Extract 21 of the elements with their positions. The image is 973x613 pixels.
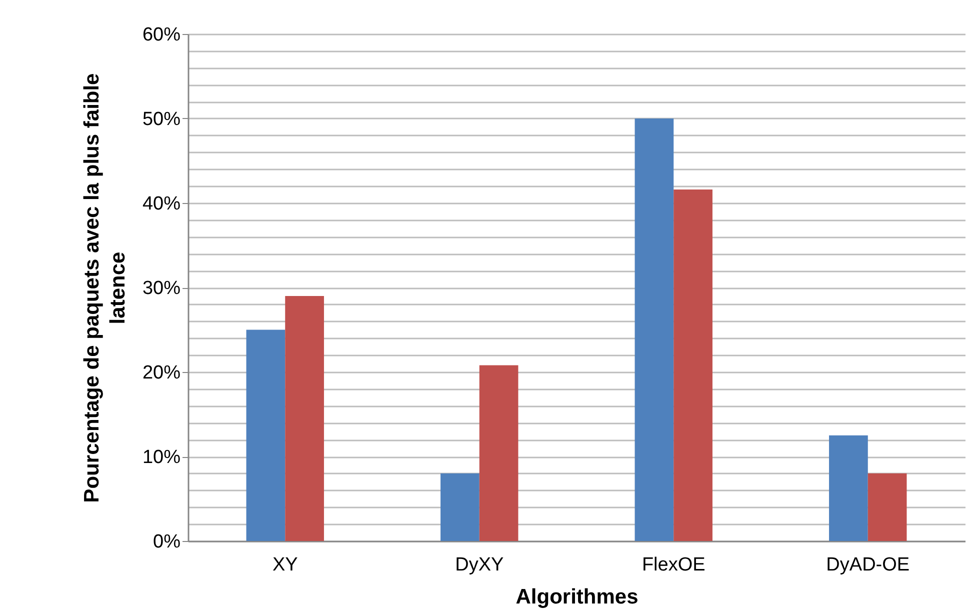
- bar: [829, 435, 868, 541]
- y-tick-label: 40%: [142, 194, 181, 214]
- x-tick-label: DyXY: [455, 554, 504, 576]
- y-tick-label: 20%: [142, 362, 181, 384]
- y-tick-label: 60%: [142, 24, 181, 46]
- bar: [674, 189, 712, 541]
- x-axis-title: Algorithmes: [516, 586, 638, 608]
- x-tick-label: DyAD-OE: [826, 554, 910, 576]
- x-tick-label: FlexOE: [642, 554, 706, 576]
- bar: [285, 296, 324, 541]
- y-tick-label: 10%: [142, 447, 181, 468]
- y-tick-label: 50%: [142, 109, 181, 130]
- bar: [440, 473, 480, 541]
- bar: [868, 473, 907, 541]
- y-axis-title: Pourcentage de paquets avec la plus faible latence: [80, 73, 130, 503]
- y-tick-label: 30%: [142, 278, 181, 299]
- bar: [634, 118, 674, 541]
- bar: [479, 365, 518, 541]
- x-tick-label: XY: [272, 554, 298, 576]
- bar: [246, 330, 286, 541]
- y-tick-label: 0%: [153, 532, 181, 552]
